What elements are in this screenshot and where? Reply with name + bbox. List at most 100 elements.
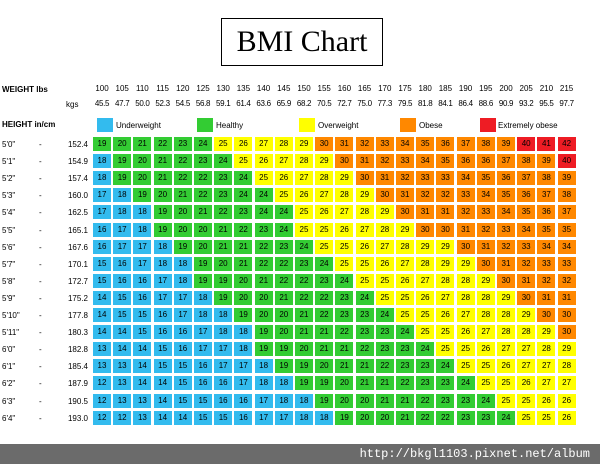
bmi-cell: 17 — [234, 359, 253, 374]
bmi-cell: 24 — [436, 359, 455, 374]
bmi-cell: 20 — [274, 308, 293, 322]
bmi-cell: 22 — [234, 222, 253, 237]
weight-lbs-tick: 105 — [115, 84, 129, 93]
bmi-cell: 24 — [315, 256, 334, 271]
bmi-cell: 20 — [194, 239, 212, 254]
bmi-cell: 19 — [214, 290, 233, 305]
height-separator: - — [39, 174, 42, 184]
bmi-cell: 33 — [497, 222, 515, 237]
weight-lbs-tick: 135 — [236, 84, 251, 93]
bmi-cell: 37 — [497, 154, 515, 169]
bmi-cell: 18 — [274, 393, 293, 408]
bmi-cell: 14 — [153, 393, 172, 408]
bmi-cell: 18 — [133, 205, 152, 220]
chart-title: BMI Chart — [221, 18, 383, 66]
bmi-cell: 29 — [537, 325, 556, 340]
bmi-cell: 15 — [194, 393, 212, 408]
bmi-cell: 26 — [416, 290, 435, 305]
bmi-cell: 25 — [315, 222, 334, 237]
bmi-cell: 16 — [173, 342, 192, 357]
bmi-cell: 17 — [93, 205, 111, 220]
bmi-cell: 17 — [153, 273, 172, 288]
bmi-cell: 23 — [194, 154, 212, 169]
bmi-cell: 19 — [335, 410, 354, 425]
bmi-cell: 19 — [254, 342, 273, 357]
bmi-cell: 27 — [557, 376, 576, 391]
bmi-cell: 15 — [93, 256, 111, 271]
bmi-cell: 18 — [93, 171, 111, 186]
bmi-cell: 34 — [456, 171, 475, 186]
bmi-cell: 35 — [537, 222, 556, 237]
bmi-cell: 20 — [173, 205, 192, 220]
bmi-cell: 32 — [537, 273, 556, 288]
bmi-cell: 30 — [456, 239, 475, 254]
bmi-cell: 24 — [234, 188, 253, 203]
weight-kgs-tick: 68.2 — [296, 99, 312, 108]
bmi-cell: 24 — [194, 137, 212, 151]
bmi-cell: 25 — [234, 154, 253, 169]
bmi-cell: 18 — [113, 188, 132, 203]
bmi-cell: 12 — [93, 376, 111, 391]
weight-kgs-tick: 61.4 — [236, 99, 251, 108]
bmi-cell: 17 — [214, 359, 233, 374]
bmi-cell: 25 — [436, 325, 455, 340]
bmi-cell: 29 — [375, 205, 394, 220]
bmi-cell: 19 — [113, 154, 132, 169]
bmi-cell: 27 — [456, 308, 475, 322]
bmi-cell: 38 — [517, 154, 536, 169]
bmi-cell: 28 — [335, 188, 354, 203]
bmi-cell: 37 — [537, 188, 556, 203]
bmi-cell: 38 — [537, 171, 556, 186]
bmi-cell: 12 — [93, 410, 111, 425]
bmi-cell: 19 — [295, 359, 313, 374]
bmi-cell: 33 — [396, 154, 414, 169]
height-separator: - — [39, 208, 42, 218]
bmi-cell: 19 — [234, 308, 253, 322]
bmi-cell: 18 — [133, 222, 152, 237]
bmi-cell: 21 — [315, 325, 334, 340]
bmi-cell: 17 — [254, 393, 273, 408]
height-cm: 190.5 — [67, 396, 88, 406]
bmi-cell: 28 — [274, 137, 293, 151]
bmi-cell: 29 — [497, 290, 515, 305]
bmi-cell: 28 — [295, 154, 313, 169]
bmi-cell: 18 — [173, 273, 192, 288]
bmi-cell: 41 — [537, 137, 556, 151]
bmi-cell: 13 — [113, 393, 132, 408]
bmi-cell: 21 — [214, 239, 233, 254]
bmi-cell: 15 — [153, 342, 172, 357]
bmi-cell: 16 — [214, 393, 233, 408]
bmi-cell: 34 — [537, 239, 556, 254]
bmi-cell: 15 — [173, 393, 192, 408]
bmi-cell: 25 — [396, 290, 414, 305]
bmi-cell: 29 — [557, 342, 576, 357]
bmi-cell: 25 — [396, 308, 414, 322]
bmi-cell: 26 — [557, 410, 576, 425]
weight-kgs-tick: 65.9 — [276, 99, 292, 108]
bmi-cell: 22 — [295, 273, 313, 288]
bmi-cell: 15 — [173, 376, 192, 391]
bmi-cell: 23 — [375, 342, 394, 357]
weight-kgs-tick: 72.7 — [337, 99, 352, 108]
bmi-cell: 18 — [254, 376, 273, 391]
bmi-cell: 35 — [497, 188, 515, 203]
bmi-cell: 25 — [375, 273, 394, 288]
bmi-cell: 13 — [93, 342, 111, 357]
height-inches: 6'2" — [2, 379, 16, 389]
bmi-cell: 23 — [456, 393, 475, 408]
bmi-cell: 15 — [113, 308, 132, 322]
bmi-cell: 21 — [375, 376, 394, 391]
bmi-cell: 28 — [456, 273, 475, 288]
bmi-cell: 32 — [476, 222, 495, 237]
bmi-cell: 20 — [274, 325, 293, 340]
height-cm: 160.0 — [67, 191, 88, 201]
bmi-cell: 16 — [153, 308, 172, 322]
bmi-cell: 21 — [153, 154, 172, 169]
bmi-cell: 34 — [416, 154, 435, 169]
bmi-cell: 24 — [396, 325, 414, 340]
bmi-cell: 16 — [173, 325, 192, 340]
bmi-cell: 27 — [375, 239, 394, 254]
bmi-cell: 28 — [497, 325, 515, 340]
legend-label: Obese — [419, 121, 443, 130]
height-inches: 6'1" — [2, 362, 16, 372]
